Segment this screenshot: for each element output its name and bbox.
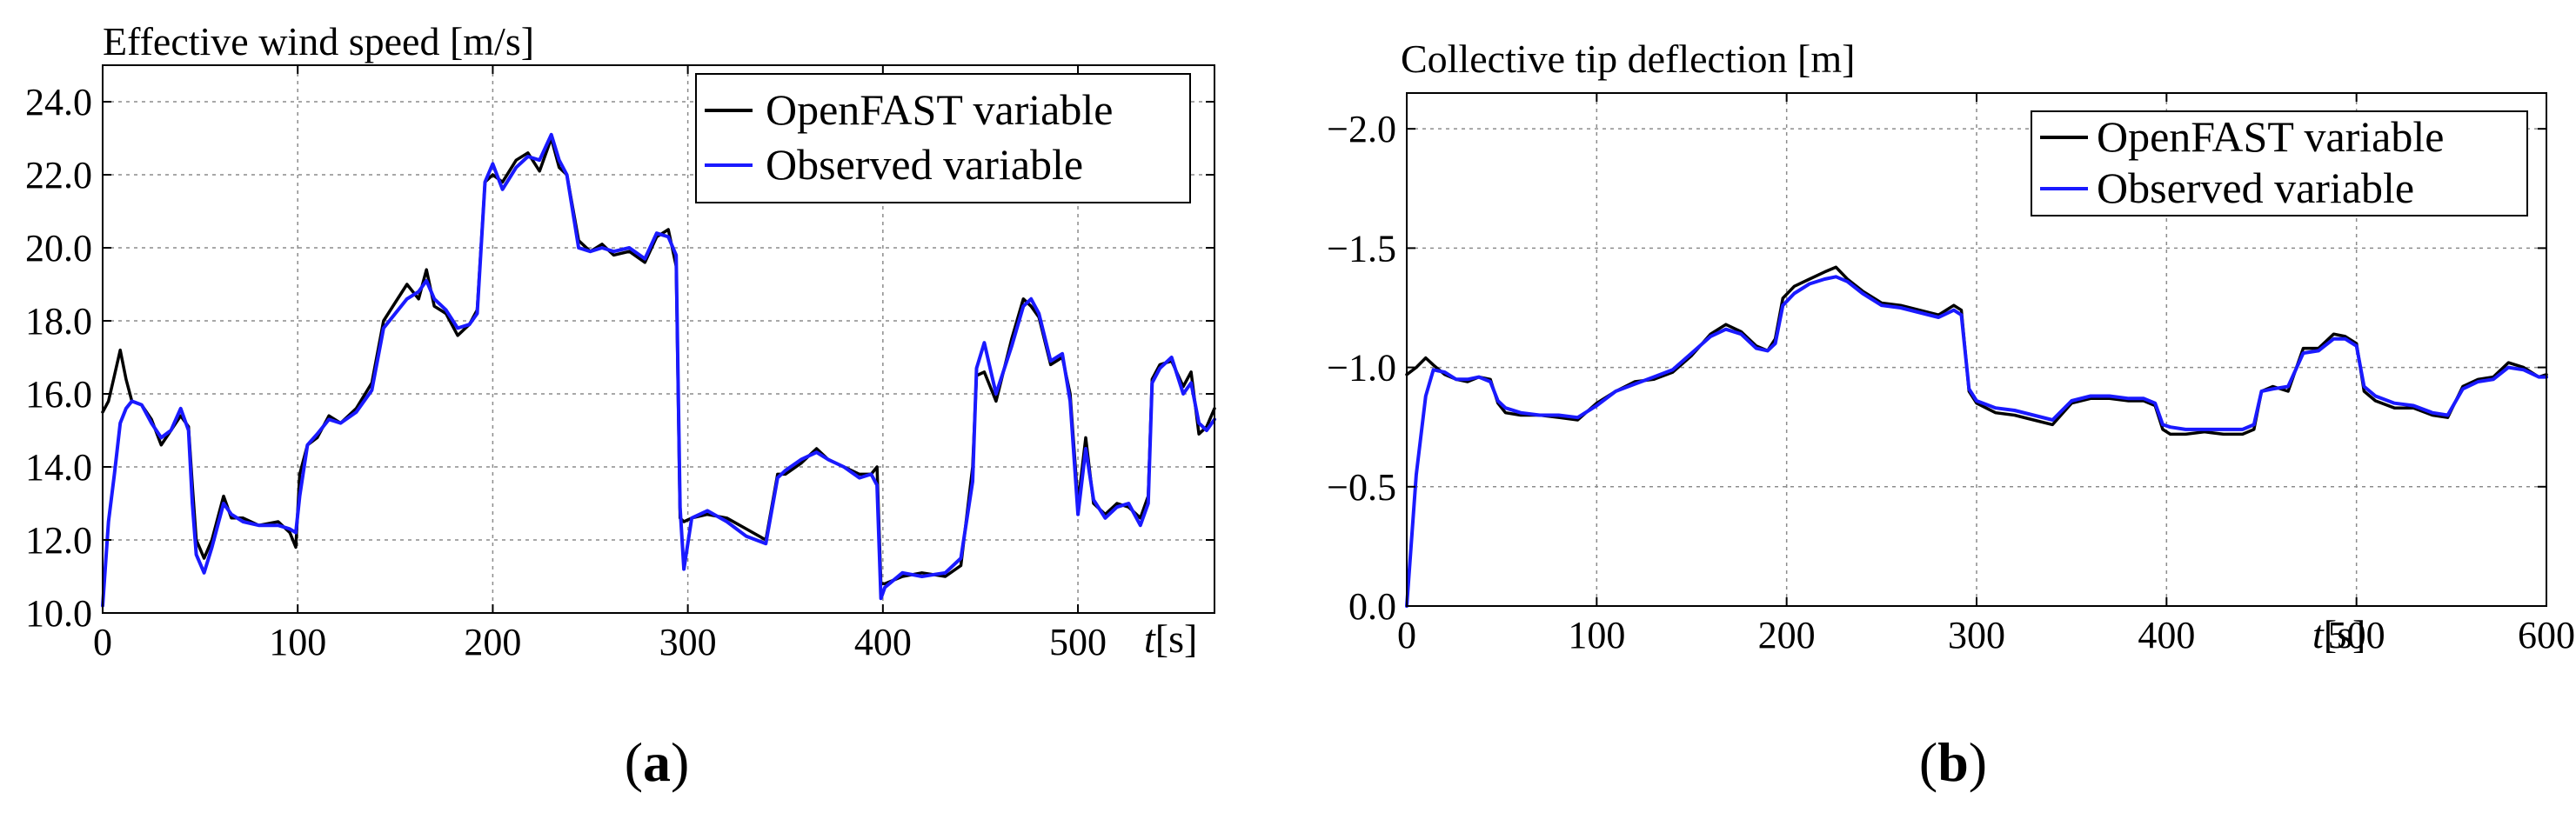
panel-a-legend: OpenFAST variable Observed variable	[695, 73, 1191, 203]
panel-a-legend-label-openfast: OpenFAST variable	[766, 85, 1113, 134]
panel-a-ytick-label: 22.0	[25, 154, 92, 197]
panel-b-y-ticks: 0.0 −0.5 −1.0 −1.5 −2.0	[1327, 108, 2546, 628]
panel-b-series-observed-line	[1405, 275, 2548, 608]
panel-a-xlabel: t[s]	[1144, 616, 1197, 661]
panel-b-xlabel-unit: [s]	[2324, 612, 2366, 656]
panel-a-ytick-label: 18.0	[25, 300, 92, 343]
panel-a-chart: Effective wind speed [m/s] 10.012.014.01…	[25, 19, 1216, 793]
panel-a-xtick-label: 200	[464, 621, 521, 663]
panel-a-series-openfast-line	[101, 137, 1216, 586]
panel-b-xtick-label: 600	[2518, 614, 2575, 656]
panel-b-series	[1405, 265, 2548, 608]
panel-b-label: (b)	[1919, 731, 1987, 793]
panel-a-xtick-label: 400	[854, 621, 912, 663]
panel-b-xtick-label: 100	[1568, 614, 1625, 656]
panel-b-legend-label-observed: Observed variable	[2097, 163, 2414, 212]
panel-b-ytick-label: −1.0	[1327, 347, 1396, 390]
panel-a-series-observed-line	[101, 132, 1216, 608]
panel-b-xtick-label: 0	[1397, 614, 1416, 656]
panel-a-ytick-label: 16.0	[25, 373, 92, 416]
panel-b-ytick-label: −0.5	[1327, 466, 1396, 509]
panel-b-title: Collective tip deflection [m]	[1401, 37, 1855, 81]
panel-a-x-ticks: 0 100 200 300 400 500	[93, 65, 1107, 663]
panel-a-ytick-label: 20.0	[25, 227, 92, 270]
panel-a-axes-frame	[102, 64, 1215, 614]
panel-a-ytick-label: 14.0	[25, 446, 92, 489]
panel-a-xlabel-unit: [s]	[1155, 616, 1198, 661]
panel-a-legend-box	[695, 73, 1191, 203]
panel-a-series	[101, 132, 1216, 608]
panel-b-legend-label-openfast: OpenFAST variable	[2097, 112, 2444, 161]
panel-a-ytick-label: 24.0	[25, 81, 92, 123]
panel-a-label-letter: a	[643, 731, 671, 793]
panel-a-xtick-label: 500	[1049, 621, 1107, 663]
panel-a-xtick-label: 0	[93, 621, 112, 663]
panel-a-y-ticks: 10.0 12.0 14.0 16.0 18.0 20.0 22.0 24.0	[25, 81, 1214, 635]
panel-b-xtick-label: 500	[2328, 614, 2385, 656]
panel-b-x-ticks: 0 100 200 300 400 500 600	[1397, 93, 2575, 656]
panel-b-ytick-label: −1.5	[1327, 227, 1396, 270]
panel-b-xtick-label: 300	[1948, 614, 2005, 656]
panel-b-legend: OpenFAST variable Observed variable	[2031, 110, 2528, 216]
panel-b-legend-box	[2031, 110, 2528, 216]
panel-b-chart: Collective tip deflection [m] 0.0 −0.5 −1.…	[1327, 37, 2575, 793]
panel-a-xtick-label: 100	[269, 621, 326, 663]
panel-b-xlabel-var: t	[2312, 612, 2325, 656]
panel-b-xtick-label: 200	[1758, 614, 1816, 656]
panel-b-label-letter: b	[1937, 731, 1969, 793]
panel-a-legend-label-observed: Observed variable	[766, 140, 1083, 189]
panel-a-label: (a)	[625, 731, 690, 793]
panel-b-ytick-label: 0.0	[1348, 585, 1396, 628]
panel-a-title: Effective wind speed [m/s]	[103, 19, 534, 63]
panel-b-ytick-label: −2.0	[1327, 108, 1396, 150]
panel-b-xlabel: t[s]	[2312, 612, 2365, 656]
panel-b-xtick-label: 400	[2138, 614, 2195, 656]
panel-a-xtick-label: 300	[659, 621, 717, 663]
panel-a-ytick-label: 10.0	[25, 592, 92, 635]
panel-a-xlabel-var: t	[1144, 616, 1156, 661]
panel-a-ytick-label: 12.0	[25, 519, 92, 562]
